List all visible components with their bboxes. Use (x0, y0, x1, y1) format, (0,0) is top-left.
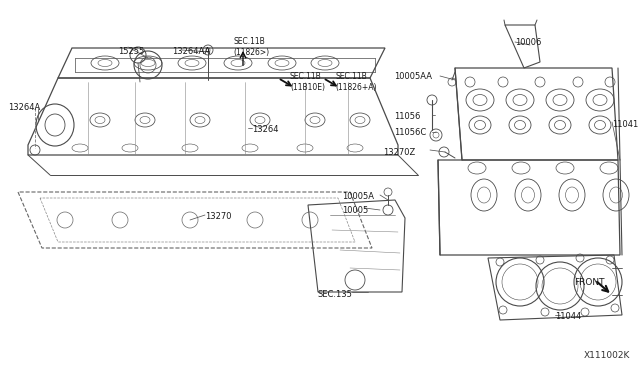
Text: 13264: 13264 (252, 125, 278, 134)
Text: 13270: 13270 (205, 212, 232, 221)
Text: 11044: 11044 (555, 312, 581, 321)
Text: X111002K: X111002K (584, 351, 630, 360)
Text: 11056C: 11056C (394, 128, 426, 137)
Text: 15255: 15255 (118, 47, 144, 56)
Text: 10006: 10006 (515, 38, 541, 47)
Text: SEC.11B: SEC.11B (233, 37, 265, 46)
Text: 13270Z: 13270Z (383, 148, 415, 157)
Text: (11826>): (11826>) (233, 48, 269, 57)
Text: 11041: 11041 (612, 120, 638, 129)
Text: 10005: 10005 (342, 206, 368, 215)
Text: 11056: 11056 (394, 112, 420, 121)
Text: 13264A: 13264A (8, 103, 40, 112)
Text: SEC.11B: SEC.11B (290, 72, 322, 81)
Text: FRONT: FRONT (574, 278, 605, 287)
Text: 10005A: 10005A (342, 192, 374, 201)
Text: SEC.11B: SEC.11B (335, 72, 367, 81)
Text: 13264AA: 13264AA (172, 47, 211, 56)
Text: 10005AA: 10005AA (394, 72, 432, 81)
Text: (11826+A): (11826+A) (335, 83, 376, 92)
Text: SEC.135: SEC.135 (318, 290, 353, 299)
Text: (11B10E): (11B10E) (290, 83, 325, 92)
